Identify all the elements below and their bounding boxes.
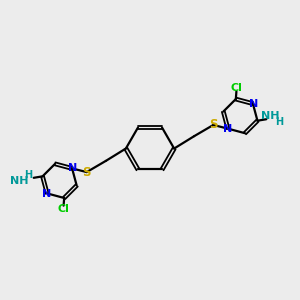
Text: NH: NH <box>262 111 280 121</box>
Text: S: S <box>82 166 91 178</box>
Text: N: N <box>42 189 51 199</box>
Text: H: H <box>275 117 283 127</box>
Text: Cl: Cl <box>230 83 242 93</box>
Text: S: S <box>209 118 218 131</box>
Text: Cl: Cl <box>58 204 70 214</box>
Text: NH: NH <box>10 176 29 186</box>
Text: N: N <box>249 99 258 109</box>
Text: N: N <box>68 164 77 173</box>
Text: N: N <box>223 124 232 134</box>
Text: H: H <box>24 170 32 180</box>
